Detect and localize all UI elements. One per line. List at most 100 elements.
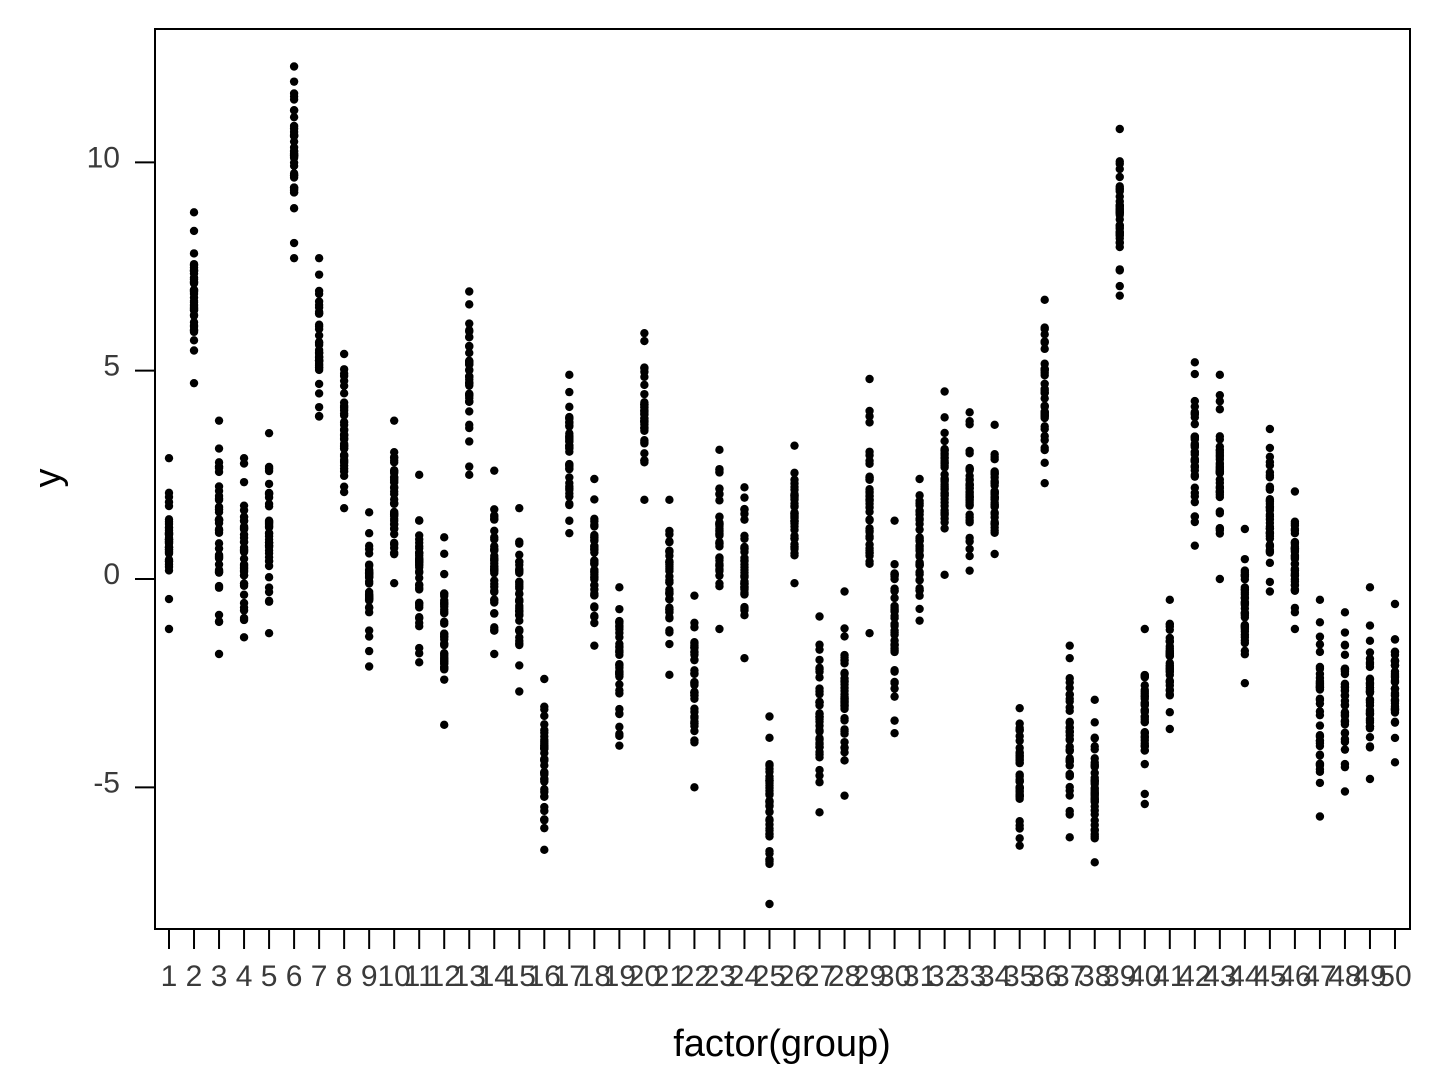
data-point bbox=[1340, 707, 1350, 717]
data-point bbox=[765, 816, 774, 825]
data-point bbox=[339, 443, 349, 453]
data-point bbox=[214, 581, 224, 591]
data-point bbox=[314, 300, 324, 310]
data-point bbox=[965, 537, 974, 546]
plot-border bbox=[154, 28, 1411, 930]
data-point bbox=[1215, 390, 1225, 400]
data-point bbox=[615, 704, 624, 714]
data-point bbox=[490, 579, 499, 589]
data-point bbox=[339, 467, 349, 476]
data-point bbox=[1240, 583, 1250, 592]
data-point bbox=[915, 567, 924, 577]
data-point bbox=[890, 516, 899, 525]
data-point bbox=[1090, 754, 1099, 763]
x-tick-label: 26 bbox=[778, 960, 811, 993]
data-point bbox=[465, 423, 474, 433]
data-point bbox=[1265, 503, 1275, 513]
data-point bbox=[465, 375, 474, 384]
data-point bbox=[1140, 685, 1149, 695]
data-point bbox=[1165, 724, 1175, 734]
data-point bbox=[615, 741, 624, 750]
data-point bbox=[740, 531, 749, 541]
data-point bbox=[1015, 731, 1024, 741]
data-point bbox=[1390, 733, 1400, 743]
data-point bbox=[189, 296, 199, 306]
data-point bbox=[1340, 762, 1350, 772]
data-point bbox=[364, 632, 374, 641]
data-point bbox=[740, 560, 749, 569]
data-point bbox=[1340, 628, 1350, 637]
data-point bbox=[214, 444, 224, 453]
x-tick-label: 22 bbox=[678, 960, 711, 993]
data-point bbox=[1040, 445, 1049, 455]
data-point bbox=[1265, 452, 1275, 461]
data-point bbox=[1390, 758, 1400, 767]
data-point bbox=[490, 505, 499, 514]
data-point bbox=[615, 668, 624, 677]
data-point bbox=[289, 158, 299, 167]
data-point bbox=[740, 505, 749, 514]
data-point bbox=[965, 464, 974, 473]
data-point bbox=[1115, 208, 1124, 217]
data-point bbox=[1240, 570, 1250, 579]
data-point bbox=[890, 611, 899, 621]
data-point bbox=[465, 470, 474, 480]
data-point bbox=[1015, 834, 1024, 843]
data-point bbox=[1015, 748, 1024, 757]
data-point bbox=[1315, 730, 1325, 740]
data-point bbox=[840, 668, 849, 677]
x-tick-label: 5 bbox=[261, 960, 278, 993]
data-point bbox=[264, 529, 274, 538]
data-point bbox=[239, 633, 249, 642]
data-point bbox=[415, 538, 424, 547]
data-point bbox=[915, 551, 924, 560]
data-point bbox=[314, 289, 324, 299]
data-point bbox=[990, 502, 999, 511]
data-point bbox=[264, 499, 274, 509]
data-point bbox=[790, 525, 799, 534]
data-point bbox=[715, 496, 724, 505]
data-point bbox=[965, 408, 974, 417]
data-point bbox=[314, 307, 324, 316]
data-point bbox=[1190, 413, 1200, 422]
data-point bbox=[164, 501, 174, 511]
data-point bbox=[965, 495, 974, 505]
data-point bbox=[765, 855, 774, 865]
data-point bbox=[1165, 649, 1175, 658]
data-point bbox=[665, 605, 674, 614]
data-point bbox=[690, 707, 699, 717]
data-point bbox=[415, 598, 424, 608]
data-point bbox=[389, 511, 399, 521]
data-point bbox=[1340, 734, 1350, 744]
y-axis-title: y bbox=[27, 469, 69, 488]
data-point bbox=[890, 692, 899, 701]
data-point bbox=[214, 649, 224, 659]
data-point bbox=[865, 406, 874, 416]
data-point bbox=[1190, 441, 1200, 450]
data-point bbox=[840, 714, 849, 723]
data-point bbox=[339, 376, 349, 385]
data-point bbox=[415, 551, 424, 560]
x-tick-label: 43 bbox=[1203, 960, 1236, 993]
data-point bbox=[389, 499, 399, 508]
data-point bbox=[690, 690, 699, 700]
data-point bbox=[1040, 295, 1049, 305]
data-point bbox=[690, 669, 699, 679]
data-point bbox=[640, 389, 649, 399]
data-point bbox=[239, 459, 249, 468]
data-point bbox=[565, 412, 574, 422]
data-point bbox=[940, 477, 949, 486]
data-point bbox=[1340, 787, 1350, 796]
y-tick-label: -5 bbox=[93, 766, 120, 799]
data-point bbox=[640, 407, 649, 416]
data-point bbox=[339, 482, 349, 491]
data-point bbox=[540, 755, 549, 765]
data-point bbox=[239, 537, 249, 547]
data-point bbox=[840, 624, 849, 633]
data-point bbox=[940, 514, 949, 523]
data-point bbox=[1240, 554, 1250, 564]
data-point bbox=[239, 512, 249, 522]
data-point bbox=[1090, 816, 1099, 825]
data-point bbox=[239, 581, 249, 590]
